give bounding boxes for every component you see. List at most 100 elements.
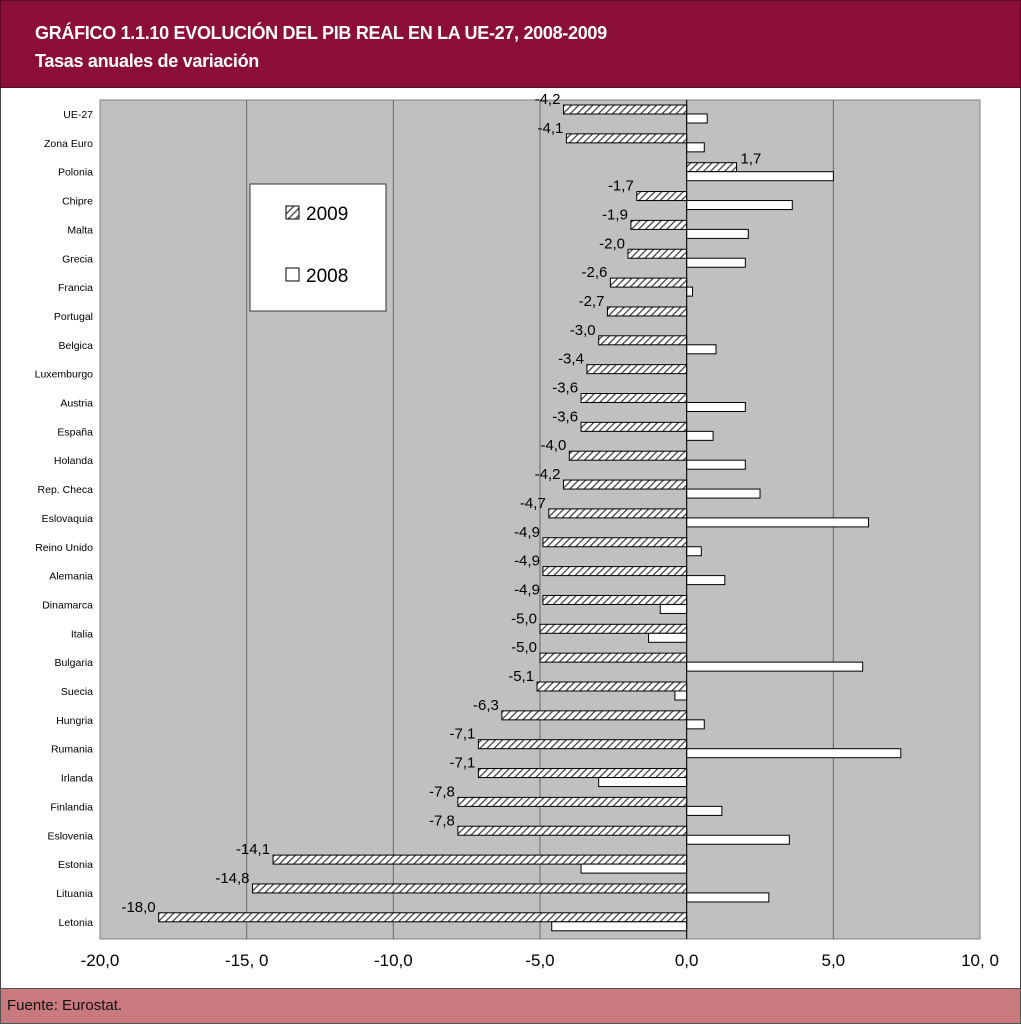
- bar-2009: [563, 480, 686, 489]
- value-label-2009: -4,9: [514, 581, 540, 598]
- bar-2008: [687, 201, 793, 210]
- x-tick-label: -5,0: [525, 951, 554, 970]
- bar-2008: [687, 720, 705, 729]
- value-label-2009: -7,8: [429, 783, 455, 800]
- legend-label-2009: 2009: [306, 204, 348, 225]
- x-tick-label: 0,0: [675, 951, 699, 970]
- bar-2008: [687, 749, 901, 758]
- bar-2009: [543, 538, 687, 547]
- category-label: Austria: [60, 398, 93, 410]
- value-label-2009: -6,3: [473, 697, 499, 714]
- x-tick-label: 5,0: [822, 951, 846, 970]
- value-label-2009: -5,0: [511, 610, 537, 627]
- category-label: Holanda: [54, 455, 93, 467]
- bar-2008: [675, 691, 687, 700]
- x-tick-label: 10, 0: [961, 951, 999, 970]
- bar-2009: [458, 826, 687, 835]
- chart-subtitle: Tasas anuales de variación: [35, 51, 259, 72]
- bar-2009: [540, 653, 687, 662]
- value-label-2009: -4,9: [514, 524, 540, 541]
- category-label: Irlanda: [61, 773, 93, 785]
- category-label: Rep. Checa: [38, 484, 94, 496]
- bar-2009: [581, 394, 687, 403]
- x-tick-label: -15, 0: [225, 951, 268, 970]
- category-label: España: [57, 426, 93, 438]
- category-label: Chipre: [62, 196, 93, 208]
- value-label-2009: -18,0: [121, 899, 155, 916]
- category-label: Suecia: [61, 686, 93, 698]
- bar-2008: [687, 460, 746, 469]
- bar-2009: [581, 422, 687, 431]
- value-label-2009: -1,9: [602, 206, 628, 223]
- chart-title: GRÁFICO 1.1.10 EVOLUCIÓN DEL PIB REAL EN…: [35, 23, 607, 44]
- bar-2009: [458, 797, 687, 806]
- value-label-2009: -2,7: [579, 293, 605, 310]
- value-label-2009: -5,1: [508, 668, 534, 685]
- x-tick-label: -20,0: [81, 951, 120, 970]
- value-label-2009: -2,0: [599, 235, 625, 252]
- bar-2009: [273, 855, 687, 864]
- bar-2008: [687, 172, 834, 181]
- legend-swatch-2009: [286, 206, 299, 219]
- bar-2008: [687, 547, 702, 556]
- bar-2009: [540, 624, 687, 633]
- category-label: Italia: [71, 628, 93, 640]
- bar-2008: [687, 229, 749, 238]
- bar-2009: [502, 711, 687, 720]
- value-label-2009: -14,1: [236, 841, 270, 858]
- category-label: Zona Euro: [44, 138, 93, 150]
- bar-2008: [660, 604, 686, 613]
- bar-chart: -4,2 -4,1 1,7 -1,7 -1,9 -2,0 -2,6 -2,7 -3,0 -3,4 -…: [1, 88, 1020, 988]
- category-label: Lituania: [56, 888, 93, 900]
- bar-2008: [687, 835, 790, 844]
- category-label: Finlandia: [50, 801, 93, 813]
- chart-footer: Fuente: Eurostat.: [0, 988, 1021, 1024]
- bar-2009: [478, 769, 686, 778]
- bar-2009: [159, 913, 687, 922]
- category-label: Estonia: [58, 859, 93, 871]
- bar-2008: [599, 778, 687, 787]
- bar-2009: [537, 682, 687, 691]
- bar-2008: [687, 287, 693, 296]
- bar-2008: [687, 143, 705, 152]
- bar-2009: [607, 307, 686, 316]
- category-labels: UE-27 Zona Euro Polonia Chipre Malta Grecia Fr…: [35, 109, 94, 929]
- value-label-2009: -4,9: [514, 553, 540, 570]
- value-label-2009: 1,7: [741, 151, 762, 168]
- value-label-2009: -2,6: [582, 264, 608, 281]
- value-label-2009: -7,8: [429, 812, 455, 829]
- value-label-2009: -7,1: [450, 755, 476, 772]
- source-note: Fuente: Eurostat.: [7, 997, 122, 1014]
- category-label: Bulgaria: [54, 657, 93, 669]
- category-label: Grecia: [62, 253, 93, 265]
- bar-2008: [687, 403, 746, 412]
- bar-2008: [687, 518, 869, 527]
- value-label-2009: -4,7: [520, 495, 546, 512]
- bar-2008: [581, 864, 687, 873]
- bar-2008: [687, 576, 725, 585]
- category-label: Portugal: [54, 311, 93, 323]
- bar-2009: [687, 163, 737, 172]
- bar-2009: [543, 595, 687, 604]
- value-label-2009: -3,0: [570, 322, 596, 339]
- bar-2009: [549, 509, 687, 518]
- bar-2009: [563, 105, 686, 114]
- category-label: UE-27: [63, 109, 93, 121]
- bar-2008: [687, 489, 760, 498]
- legend-swatch-2008: [286, 268, 299, 281]
- bar-2008: [687, 345, 716, 354]
- category-label: Francia: [58, 282, 93, 294]
- value-label-2009: -1,7: [608, 178, 634, 195]
- category-label: Rumania: [51, 744, 93, 756]
- bar-2008: [687, 258, 746, 267]
- category-label: Polonia: [58, 167, 93, 179]
- bar-2009: [543, 567, 687, 576]
- value-label-2009: -4,2: [535, 466, 561, 483]
- bar-2008: [649, 633, 687, 642]
- bar-2008: [687, 431, 713, 440]
- value-label-2009: -7,1: [450, 726, 476, 743]
- category-label: Dinamarca: [42, 599, 93, 611]
- value-label-2009: -3,6: [552, 408, 578, 425]
- category-label: Malta: [67, 224, 93, 236]
